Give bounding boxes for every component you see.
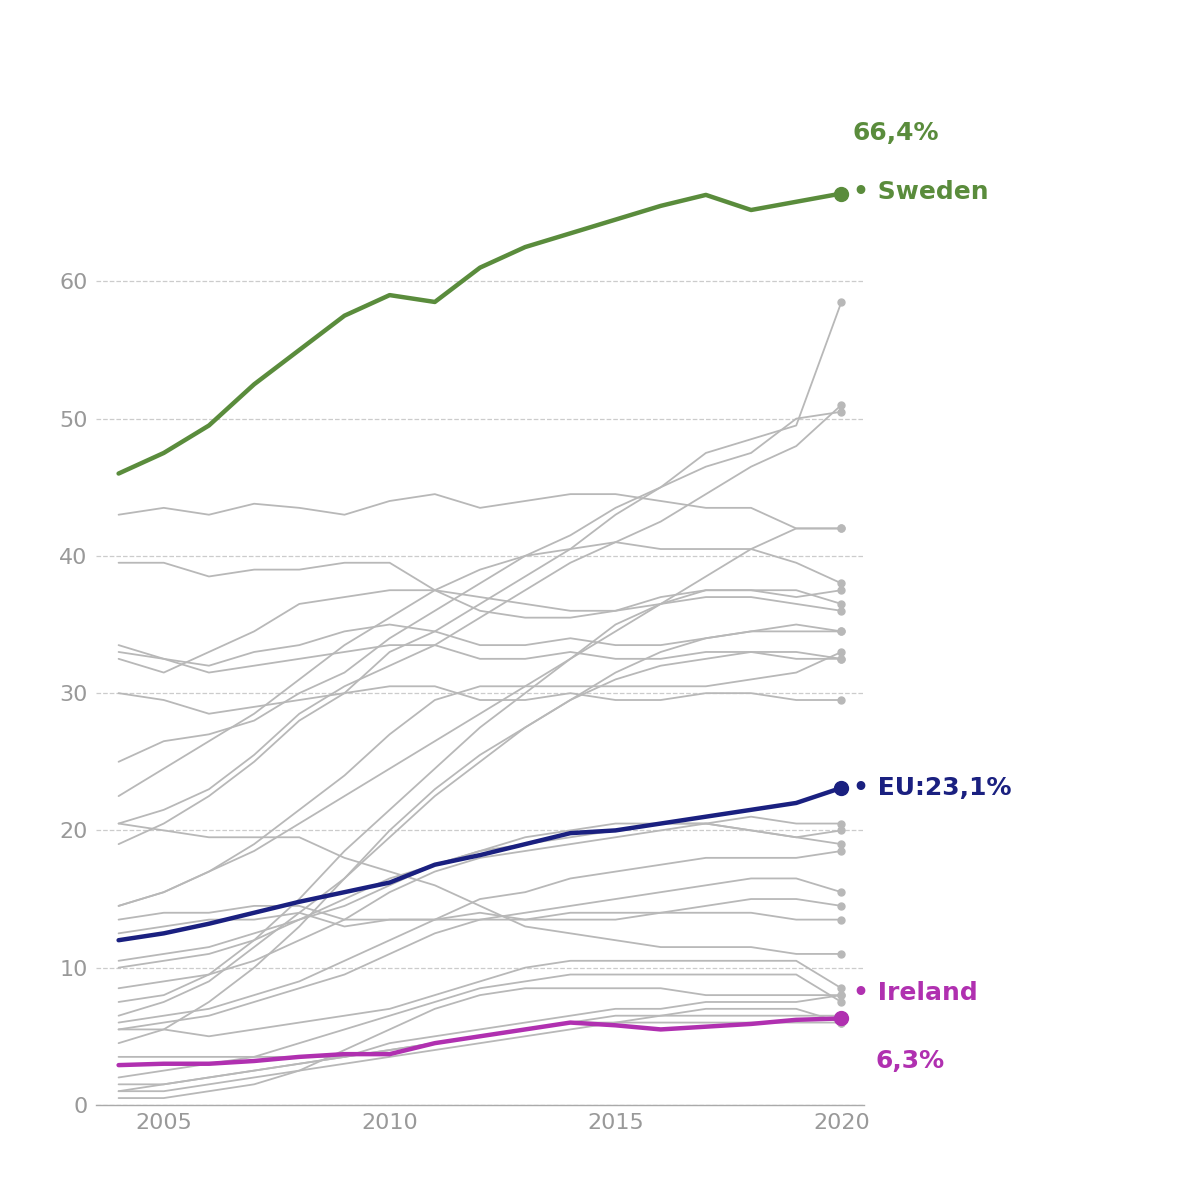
Text: 6,3%: 6,3% [875, 1048, 944, 1072]
Text: 66,4%: 66,4% [853, 121, 940, 145]
Text: • EU:23,1%: • EU:23,1% [853, 776, 1012, 800]
Text: • Sweden: • Sweden [853, 180, 989, 204]
Text: • Ireland: • Ireland [853, 981, 978, 1005]
